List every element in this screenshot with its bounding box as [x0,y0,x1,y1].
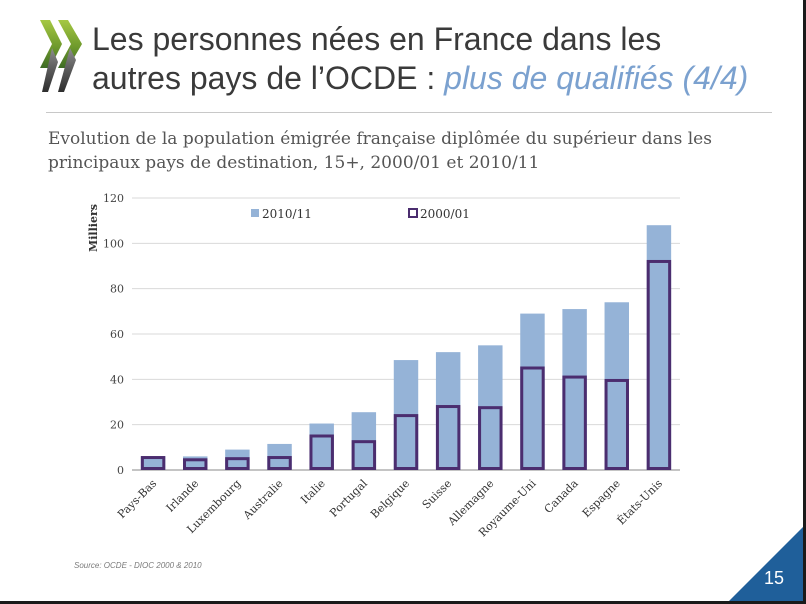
slide-border-right [803,0,806,604]
source-note: Source: OCDE - DIOC 2000 & 2010 [74,561,202,570]
slide-title: Les personnes nées en France dans les au… [92,20,792,98]
x-tick-label: Belgique [368,477,412,521]
y-tick-label: 20 [110,419,124,432]
bar-2000-01 [393,414,419,471]
bar-2000-01 [435,405,461,471]
legend-label-2000-01: 2000/01 [420,207,470,221]
y-axis-label: Milliers [87,204,100,252]
x-tick-label: Irlande [164,477,202,515]
bar-2000-01 [646,259,672,471]
page-number: 15 [763,568,785,588]
bar-2000-01 [562,375,587,470]
x-tick-label: Italie [298,477,328,507]
y-tick-label: 40 [110,373,124,386]
x-tick-label: Portugal [327,477,370,520]
bar-2000-01 [520,366,545,470]
bar-2010-11 [520,313,545,470]
title-line-1: Les personnes nées en France dans les [92,21,662,57]
title-divider [46,112,772,113]
bar-2010-11 [562,309,587,470]
legend-swatch-2010-11 [251,209,259,217]
y-tick-label: 0 [117,464,124,477]
x-tick-label: Australie [240,477,286,523]
x-tick-label: États-Unis [614,476,665,527]
bar-2000-01 [309,434,334,470]
slide-border-bottom [0,601,806,604]
bar-2000-01 [351,440,377,471]
bar-2010-11 [604,302,629,470]
chart-subtitle: Evolution de la population émigrée franç… [48,129,712,173]
bar-2000-01 [478,406,503,471]
x-tick-label: Espagne [580,477,623,520]
bar-2000-01 [183,458,208,470]
bar-2000-01 [140,456,166,470]
bar-2010-11 [646,225,672,470]
bar-2010-11 [435,352,461,470]
oecd-logo-icon [40,20,82,92]
y-tick-label: 80 [110,283,124,296]
x-tick-label: Pays-Bas [115,477,159,521]
legend-swatch-2000-01 [408,208,418,218]
bar-2000-01 [225,457,250,470]
corner-triangle [726,524,806,604]
legend-label-2010-11: 2010/11 [262,207,312,221]
y-tick-label: 60 [110,328,124,341]
title-line-2-prefix: autres pays de l’OCDE : [92,60,445,96]
bar-2010-11 [140,456,166,470]
x-tick-label: Canada [542,477,581,516]
bar-2010-11 [309,423,334,470]
x-tick-label: Suisse [420,477,455,512]
y-tick-label: 120 [103,192,124,205]
y-tick-label: 100 [103,237,124,250]
bar-2000-01 [267,456,292,470]
title-line-2: autres pays de l’OCDE : plus de qualifié… [92,59,792,98]
title-highlight: plus de qualifiés (4/4) [444,60,749,96]
bar-2000-01 [604,378,629,470]
